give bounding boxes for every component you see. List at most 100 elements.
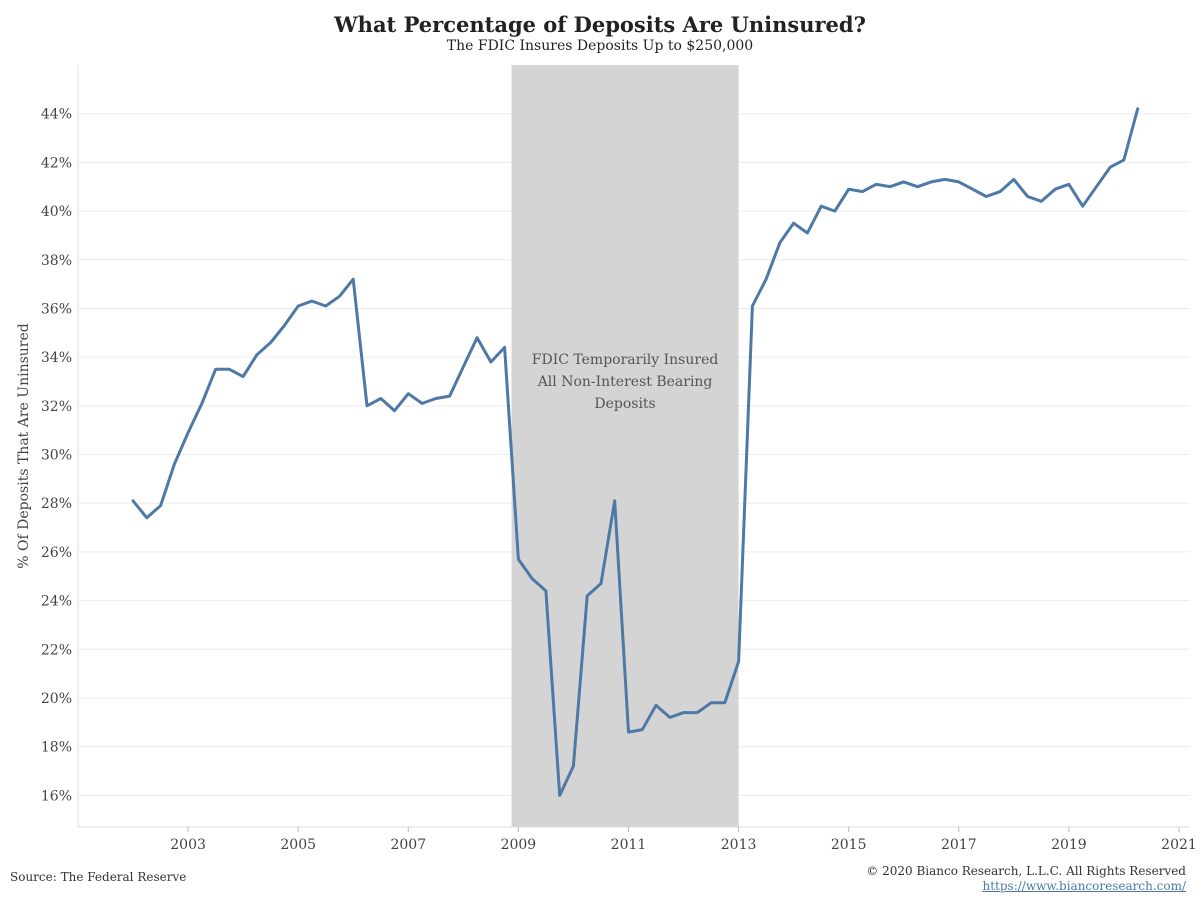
data-point — [1108, 166, 1112, 169]
annotation-line: FDIC Temporarily Insured — [532, 352, 719, 368]
data-point — [1095, 185, 1098, 188]
data-point — [186, 431, 190, 434]
data-point — [819, 205, 823, 208]
data-point — [352, 278, 355, 281]
data-point — [173, 463, 176, 466]
data-point — [558, 794, 561, 797]
y-tick-label: 38% — [41, 253, 72, 269]
data-point — [971, 187, 974, 191]
data-point — [475, 336, 479, 339]
data-point — [283, 324, 286, 327]
y-tick-label: 40% — [41, 204, 72, 220]
data-point — [806, 231, 809, 235]
data-point — [489, 360, 493, 364]
y-tick-label: 18% — [41, 740, 72, 756]
y-tick-label: 22% — [41, 642, 72, 658]
data-point — [462, 365, 465, 369]
data-point — [1040, 200, 1043, 203]
data-point — [1136, 107, 1139, 111]
y-tick-label: 34% — [41, 350, 72, 366]
annotation-line: All Non-Interest Bearing — [537, 374, 713, 390]
data-point — [296, 304, 300, 308]
data-point — [902, 180, 905, 184]
shaded-period-annotation: FDIC Temporarily Insured All Non-Interest… — [532, 352, 719, 412]
y-tick-label: 36% — [41, 301, 72, 317]
x-tick-label: 2005 — [280, 837, 316, 853]
x-axis-ticks: 2003 2005 2007 2009 2011 2013 2015 2017 2019 2021 — [170, 827, 1197, 853]
y-tick-label: 16% — [41, 788, 72, 804]
data-point — [338, 295, 341, 298]
data-point — [1067, 183, 1071, 186]
annotation-line: Deposits — [594, 396, 655, 412]
x-tick-label: 2021 — [1161, 837, 1197, 853]
source-note: Source: The Federal Reserve — [10, 870, 187, 884]
data-point — [1012, 178, 1016, 181]
data-point — [530, 577, 534, 580]
data-point — [269, 341, 272, 344]
data-point — [200, 402, 204, 405]
data-point — [668, 716, 671, 719]
data-point — [544, 589, 548, 593]
y-tick-label: 44% — [41, 107, 72, 123]
data-point — [228, 368, 231, 371]
data-point — [599, 582, 603, 585]
y-tick-label: 30% — [41, 448, 72, 464]
data-point — [159, 504, 162, 507]
data-point — [696, 711, 699, 714]
data-point — [888, 185, 892, 188]
copyright-text: © 2020 Bianco Research, L.L.C. All Right… — [866, 864, 1186, 878]
y-tick-label: 24% — [41, 594, 72, 610]
data-point — [131, 499, 135, 502]
data-point — [957, 180, 960, 184]
data-point — [751, 304, 754, 308]
data-point — [930, 180, 933, 184]
data-point — [145, 516, 149, 520]
data-point — [792, 222, 795, 225]
x-tick-label: 2011 — [611, 837, 647, 853]
x-tick-label: 2007 — [390, 837, 426, 853]
y-axis-ticks: 16% 18% 20% 22% 24% 26% 28% 30% 32% 34% 36% 38% 40% 4… — [41, 107, 72, 805]
data-point — [709, 701, 713, 705]
data-point — [723, 701, 727, 705]
data-point — [641, 728, 644, 731]
fdic-shaded-period — [511, 65, 739, 827]
data-point — [434, 397, 438, 400]
data-point — [916, 185, 919, 188]
data-point — [943, 178, 947, 181]
series-line — [131, 107, 1140, 797]
data-point — [241, 375, 245, 378]
series-layer — [131, 107, 1140, 797]
data-point — [420, 402, 424, 405]
copyright-block: © 2020 Bianco Research, L.L.C. All Right… — [866, 864, 1186, 894]
data-point — [985, 195, 988, 198]
data-point — [778, 241, 782, 244]
data-point — [847, 187, 850, 191]
data-point — [737, 660, 740, 663]
data-point — [365, 404, 369, 408]
data-point — [379, 397, 382, 400]
data-point — [1122, 158, 1126, 162]
data-point — [393, 409, 396, 412]
chart-title: What Percentage of Deposits Are Uninsure… — [334, 12, 866, 37]
data-point — [517, 558, 520, 561]
y-tick-label: 26% — [41, 545, 72, 561]
data-point — [214, 368, 217, 371]
x-tick-label: 2017 — [941, 837, 977, 853]
y-tick-label: 32% — [41, 399, 72, 415]
data-point — [875, 183, 878, 186]
data-point — [833, 209, 837, 213]
data-point — [627, 730, 630, 734]
data-point — [310, 299, 314, 303]
data-point — [861, 190, 864, 193]
website-link[interactable]: https://www.biancoresearch.com/ — [982, 879, 1186, 893]
data-point — [998, 190, 1002, 193]
y-tick-label: 42% — [41, 155, 72, 171]
data-point — [613, 499, 616, 502]
data-point — [1053, 187, 1057, 191]
y-axis-label: % Of Deposits That Are Uninsured — [16, 323, 32, 568]
data-point — [572, 764, 575, 768]
y-tick-label: 28% — [41, 496, 72, 512]
data-point — [503, 346, 506, 349]
data-point — [1081, 205, 1084, 208]
